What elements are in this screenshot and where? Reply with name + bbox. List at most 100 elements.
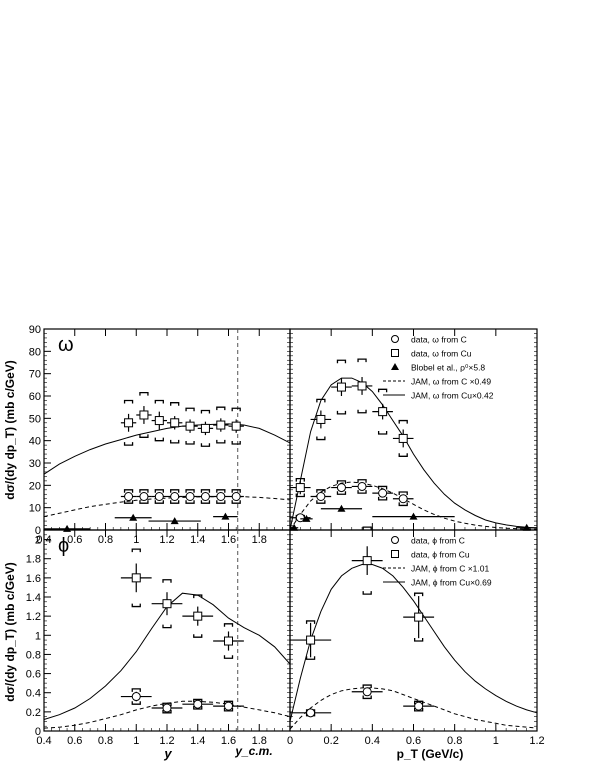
syst-bracket-upper	[316, 398, 326, 403]
syst-bracket-upper	[131, 688, 141, 692]
x-tick-label: 1.2	[159, 735, 174, 747]
x-tick-label: 1.4	[190, 534, 205, 546]
syst-bracket-lower	[193, 705, 203, 710]
syst-bracket-lower	[216, 439, 226, 444]
legend-label: Blobel et al., ρ⁰×5.8	[411, 363, 485, 373]
panel-frame	[289, 328, 538, 531]
syst-bracket-lower	[170, 500, 180, 504]
data-point-square	[362, 556, 372, 566]
syst-bracket-upper	[154, 399, 164, 404]
data-point-triangle	[337, 504, 346, 512]
data-point-square	[216, 420, 226, 430]
syst-bracket-upper	[123, 489, 134, 493]
syst-bracket-upper	[357, 479, 367, 483]
data-point-square	[224, 636, 233, 646]
data-point-square	[193, 611, 203, 621]
jam-curve-solid	[289, 377, 538, 531]
syst-bracket-upper	[305, 620, 316, 624]
syst-bracket-upper	[413, 592, 424, 597]
data-point-circle	[193, 699, 203, 709]
syst-bracket-lower	[185, 500, 195, 504]
syst-bracket-upper	[295, 477, 305, 482]
legend-label: data, ϕ from Cu	[411, 550, 470, 560]
y-tick-label: 1	[35, 630, 41, 642]
syst-bracket-upper	[193, 594, 203, 599]
y-tick-label: 1.6	[26, 573, 41, 585]
x-tick-label: 0.6	[406, 735, 421, 747]
x-tick-label: 0.6	[67, 735, 82, 747]
syst-bracket-lower	[223, 707, 234, 712]
data-point-square	[200, 423, 210, 433]
y-tick-label: 0.4	[26, 688, 41, 700]
syst-bracket-upper	[154, 489, 164, 493]
x-tick-label: 0.4	[36, 735, 51, 747]
y-tick-label: 0.2	[26, 707, 41, 719]
data-point-square	[231, 421, 241, 431]
data-point-square	[357, 381, 367, 391]
x-tick-label: 0.8	[98, 534, 113, 546]
y-axis-title-bottom: dσ/(dy dp_T) (mb c/GeV)	[3, 562, 17, 702]
data-point-circle	[124, 492, 134, 501]
data-point-square	[185, 421, 195, 431]
legend-label: JAM, ϕ from C ×1.01	[411, 564, 489, 574]
syst-bracket-upper	[123, 399, 134, 404]
syst-bracket-lower	[193, 634, 203, 638]
data-point-circle	[378, 488, 388, 498]
jam-curve-solid	[43, 423, 291, 475]
syst-bracket-lower	[223, 655, 234, 659]
data-point-square	[162, 599, 172, 609]
syst-bracket-lower	[336, 491, 347, 495]
x-tick-label: 1.6	[221, 534, 236, 546]
y-tick-label: 0	[35, 726, 41, 738]
x-tick-label: 1.8	[252, 735, 267, 747]
y-tick-label: 50	[29, 413, 41, 425]
y-tick-label: 2	[35, 535, 41, 547]
data-point-triangle	[129, 513, 138, 521]
data-point-circle	[162, 703, 172, 713]
y-tick-label: 90	[29, 324, 41, 336]
data-point-square	[378, 407, 388, 417]
data-point-triangle	[302, 514, 311, 522]
syst-bracket-lower	[200, 500, 211, 504]
data-point-circle	[231, 492, 241, 501]
syst-bracket-upper	[336, 480, 347, 484]
panel-frame	[43, 328, 291, 531]
legend-label: data, ω from Cu	[411, 349, 472, 359]
data-point-circle	[398, 494, 408, 504]
data-point-square	[124, 418, 134, 428]
y-tick-label: 0.8	[26, 649, 41, 661]
syst-bracket-lower	[305, 656, 316, 660]
syst-bracket-upper	[413, 700, 424, 705]
data-point-triangle	[290, 523, 299, 531]
syst-bracket-lower	[185, 441, 195, 445]
data-point-circle	[154, 492, 164, 501]
legend-marker-square	[391, 550, 399, 558]
syst-bracket-lower	[336, 410, 347, 415]
data-point-triangle	[170, 517, 179, 525]
syst-bracket-lower	[200, 443, 211, 447]
jam-curve-dashed	[289, 481, 538, 531]
y-tick-label: 10	[29, 503, 41, 515]
syst-bracket-upper	[398, 491, 408, 496]
syst-bracket-upper	[316, 489, 326, 493]
x-tick-label: 1.2	[529, 735, 544, 747]
syst-bracket-lower	[357, 490, 367, 494]
data-point-circle	[336, 483, 346, 493]
panel-label: ϕ	[58, 535, 69, 557]
syst-bracket-upper	[170, 402, 180, 406]
data-point-square	[139, 410, 149, 420]
panel-phi-vs-y: 0 0.2 0.4 0.6 0.8 1 1.2 1.4 1.6 1.8 2 0.4 0.6 0.8 1 1.2…	[26, 529, 291, 747]
syst-bracket-lower	[123, 500, 134, 504]
panel-frame	[289, 529, 538, 732]
syst-bracket-lower	[162, 709, 172, 714]
data-point-square	[398, 433, 408, 443]
data-point-circle	[131, 692, 141, 702]
syst-bracket-upper	[336, 359, 347, 364]
data-point-triangle	[221, 512, 230, 520]
syst-bracket-upper	[231, 407, 241, 412]
x-tick-label: 1.4	[190, 735, 205, 747]
y-tick-label: 60	[29, 391, 41, 403]
syst-bracket-lower	[398, 502, 408, 507]
x-tick-label: 1.2	[159, 534, 174, 546]
